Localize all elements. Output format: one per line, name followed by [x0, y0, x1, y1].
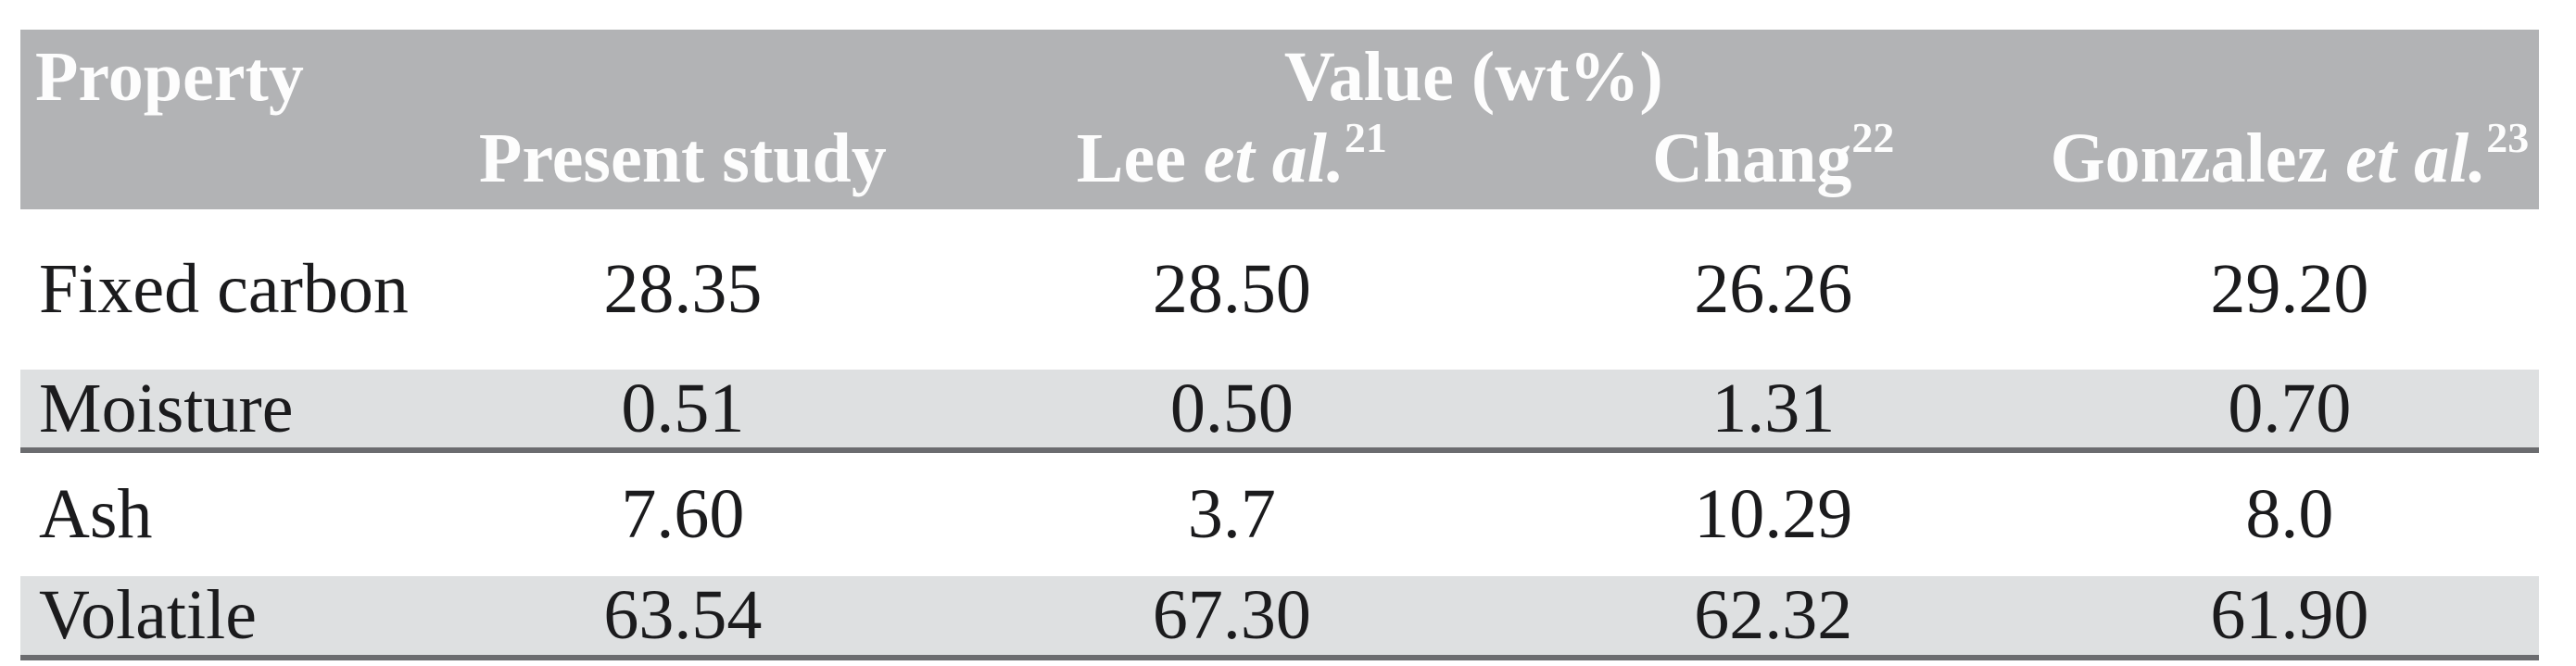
- table-header: Property Value (wt%) Present study Lee e…: [20, 30, 2539, 209]
- value-cell: 63.54: [408, 575, 958, 660]
- row-label: Moisture: [20, 369, 409, 453]
- value-cell: 7.60: [621, 475, 745, 554]
- citation-superscript: 22: [1851, 114, 1895, 161]
- header-row-group: Property Value (wt%): [20, 30, 2539, 209]
- value-cell: 28.35: [603, 250, 763, 329]
- value-cell: 61.90: [2039, 575, 2539, 660]
- row-label: Ash: [39, 475, 153, 554]
- column-header-lee: Lee et al.21: [957, 114, 1507, 209]
- value-cell: 3.7: [1187, 475, 1276, 554]
- value-cell: 0.51: [408, 369, 958, 453]
- column-group-header-value: Value (wt%): [408, 30, 2539, 115]
- value-cell: 0.70: [2039, 369, 2539, 453]
- value-cell: 26.26: [1694, 250, 1853, 329]
- table-row-moisture: Moisture 0.51 0.50 1.31 0.70: [20, 369, 2539, 453]
- column-header-gonzalez: Gonzalez et al.23: [2039, 114, 2539, 209]
- value-cell: 8.0: [2245, 475, 2334, 554]
- header-text: Present study: [478, 119, 887, 197]
- column-header-property: Property: [20, 30, 409, 209]
- column-header-chang: Chang22: [1506, 114, 2040, 209]
- header-etal: et al.: [2345, 119, 2487, 197]
- table-row-volatile: Volatile 63.54 67.30 62.32 61.90: [20, 575, 2539, 660]
- column-header-present-study: Present study: [408, 114, 958, 209]
- table-row-fixed-carbon: Fixed carbon 28.35 28.50 26.26 29.20: [20, 209, 2539, 370]
- value-cell: 28.50: [1152, 250, 1311, 329]
- header-row-studies: Present study Lee et al.21 Chang22 Gonza…: [20, 114, 2539, 209]
- proximate-analysis-table: Property Value (wt%) Present study Lee e…: [20, 30, 2539, 660]
- table-body: Fixed carbon 28.35 28.50 26.26 29.20 Moi…: [20, 209, 2539, 660]
- value-cell: 0.50: [957, 369, 1507, 453]
- value-cell: 10.29: [1694, 475, 1853, 554]
- header-etal: et al.: [1203, 119, 1345, 197]
- value-cell: 1.31: [1506, 369, 2040, 453]
- header-text: Chang: [1651, 119, 1852, 197]
- row-label: Volatile: [20, 575, 409, 660]
- table-row-ash: Ash 7.60 3.7 10.29 8.0: [20, 450, 2539, 576]
- value-cell: 67.30: [957, 575, 1507, 660]
- row-label: Fixed carbon: [39, 250, 409, 329]
- value-cell: 62.32: [1506, 575, 2040, 660]
- citation-superscript: 23: [2486, 114, 2530, 161]
- header-text: Gonzalez: [2050, 119, 2346, 197]
- citation-superscript: 21: [1344, 114, 1387, 161]
- header-text: Lee: [1076, 119, 1204, 197]
- value-cell: 29.20: [2210, 250, 2369, 329]
